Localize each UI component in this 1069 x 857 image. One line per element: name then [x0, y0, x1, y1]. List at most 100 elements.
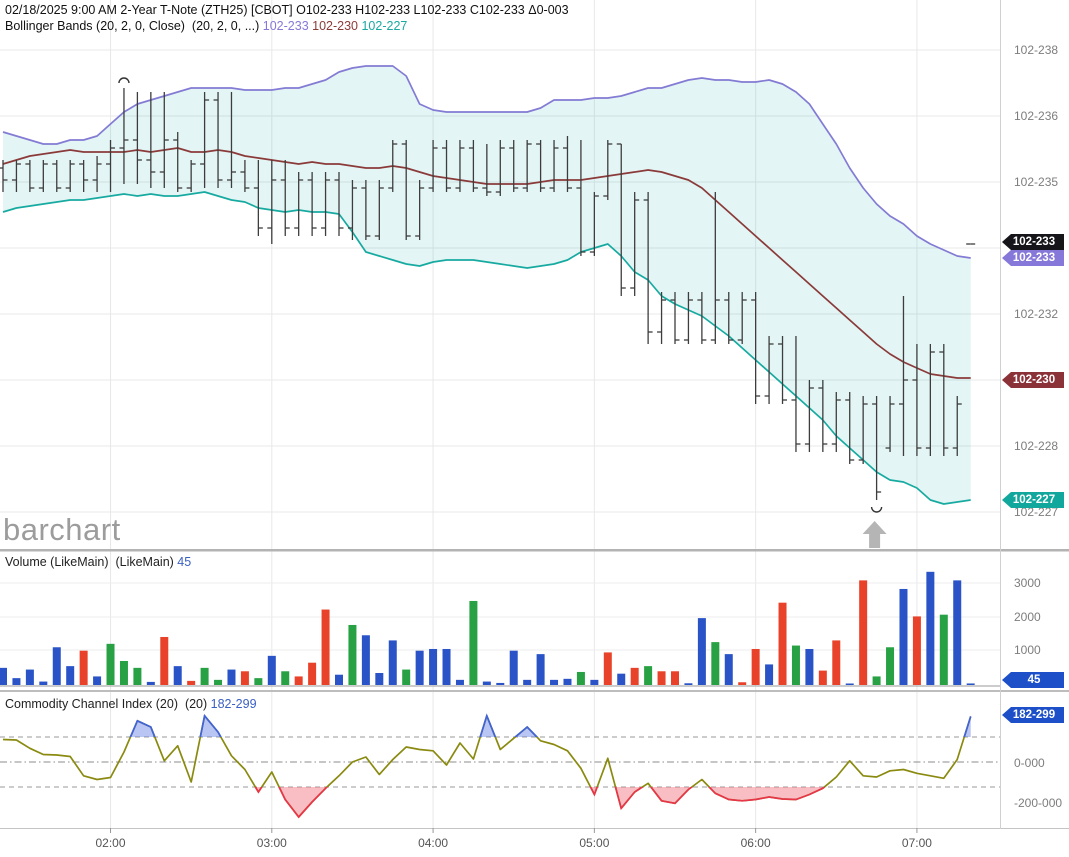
price-bar	[65, 160, 75, 192]
volume-bar	[469, 600, 478, 685]
volume-bar	[173, 666, 182, 685]
volume-bar	[496, 682, 505, 685]
volume-bar	[630, 667, 639, 685]
price-bar	[159, 92, 169, 188]
volume-bar	[509, 650, 518, 685]
volume-bar	[361, 635, 370, 685]
price-bar	[132, 92, 142, 184]
price-bar	[79, 160, 89, 192]
x-axis-hour-label: 02:00	[95, 836, 126, 850]
price-bar	[455, 140, 465, 192]
volume-bar	[523, 679, 532, 685]
price-bar	[939, 344, 949, 456]
volume-bar	[657, 671, 666, 685]
price-axis-label: 102-232	[1014, 307, 1059, 321]
price-bar	[912, 344, 922, 456]
price-bar	[778, 336, 788, 404]
price-badge: 102-233	[1002, 250, 1064, 266]
cci-axis-label: 0-000	[1014, 756, 1045, 770]
price-bar	[576, 140, 586, 256]
x-axis-hour-label: 07:00	[901, 836, 932, 850]
panel-separator	[0, 690, 1069, 692]
price-bar	[522, 140, 532, 192]
volume-bar	[66, 666, 75, 685]
price-bar	[186, 160, 196, 192]
price-bar	[737, 292, 747, 344]
volume-bar	[187, 680, 196, 685]
price-bar	[92, 156, 102, 192]
volume-bar	[429, 648, 438, 685]
price-bar	[831, 392, 841, 452]
volume-bar	[791, 645, 800, 685]
volume-bar	[321, 609, 330, 685]
price-bar	[307, 172, 317, 236]
volume-bar	[926, 571, 935, 685]
volume-bar	[348, 624, 357, 685]
volume-badge: 45	[1002, 672, 1064, 688]
volume-bar	[818, 670, 827, 685]
price-bar	[616, 143, 626, 296]
volume-bar	[805, 648, 814, 685]
cci-oversold-fill	[3, 787, 971, 817]
price-bar	[294, 172, 304, 236]
price-bar	[549, 140, 559, 192]
volume-bar	[550, 679, 559, 685]
volume-axis-label: 3000	[1014, 576, 1041, 590]
price-bar	[361, 180, 371, 240]
price-chart-area[interactable]	[0, 35, 1000, 549]
price-bar	[334, 172, 344, 236]
bollinger-middle-value: 102-230	[312, 19, 358, 33]
volume-label: Volume (LikeMain) (LikeMain)	[5, 555, 178, 569]
volume-chart-area[interactable]	[0, 553, 1000, 689]
cci-axis-label: -200-000	[1014, 796, 1063, 810]
volume-bar	[590, 679, 599, 685]
price-bar	[710, 192, 720, 344]
price-badge: 102-233	[1002, 234, 1064, 250]
panel-separator	[0, 549, 1069, 552]
price-bar	[106, 140, 116, 192]
cci-badge: 182-299	[1002, 707, 1064, 723]
price-bar	[442, 140, 452, 192]
volume-bar	[859, 580, 868, 685]
price-axis-label: 102-238	[1014, 43, 1059, 57]
price-bar	[898, 296, 908, 456]
price-bar	[347, 180, 357, 240]
price-bar	[280, 160, 290, 236]
volume-bar	[442, 648, 451, 685]
volume-bar	[415, 650, 424, 685]
volume-bar	[214, 679, 223, 685]
volume-bar	[25, 669, 34, 685]
volume-bar	[240, 671, 249, 685]
price-axis-label: 102-228	[1014, 439, 1059, 453]
volume-bar	[267, 655, 276, 685]
volume-bar	[200, 667, 209, 685]
price-bar	[374, 180, 384, 240]
price-bar	[415, 180, 425, 240]
price-bar	[38, 160, 48, 192]
price-bar	[603, 140, 613, 200]
price-bar	[240, 160, 250, 192]
price-bar	[267, 160, 277, 244]
volume-bar	[563, 678, 572, 685]
volume-bar	[953, 580, 962, 685]
volume-bar	[133, 667, 142, 685]
bollinger-label: Bollinger Bands (20, 2, 0, Close) (20, 2…	[5, 19, 263, 33]
price-bar	[562, 136, 572, 192]
volume-bar	[872, 676, 881, 685]
volume-bar	[0, 667, 7, 685]
volume-bar	[160, 636, 169, 685]
bollinger-upper-value: 102-233	[262, 19, 309, 33]
volume-bar	[671, 671, 679, 685]
volume-bar	[254, 678, 263, 685]
price-bar	[764, 336, 774, 404]
x-axis-hour-label: 05:00	[579, 836, 610, 850]
session-low-marker-icon	[870, 506, 883, 513]
price-bar	[536, 140, 546, 192]
volume-bar	[684, 683, 693, 685]
cci-chart-area[interactable]	[0, 694, 1000, 828]
price-bar	[589, 192, 599, 256]
cci-label: Commodity Channel Index (20) (20)	[5, 697, 211, 711]
price-bar	[226, 92, 236, 188]
price-bar	[872, 396, 882, 500]
